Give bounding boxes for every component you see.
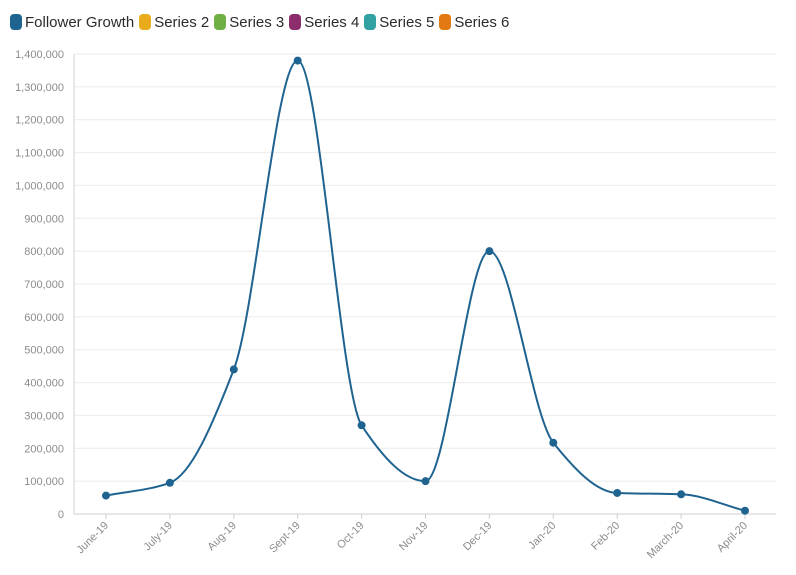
- x-tick-label: June-19: [75, 520, 112, 557]
- x-tick-label: March-20: [645, 520, 686, 561]
- y-tick-label: 100,000: [24, 476, 64, 488]
- legend-item-series-2[interactable]: Series 2: [139, 14, 209, 31]
- legend-swatch-series-4: [289, 14, 302, 30]
- data-point[interactable]: [293, 56, 302, 65]
- y-tick-label: 1,400,000: [15, 49, 64, 61]
- legend-swatch-series-5: [364, 14, 377, 30]
- y-tick-label: 0: [58, 509, 64, 521]
- legend-label-series-2: Series 2: [154, 13, 210, 31]
- x-tick-label: Oct-19: [335, 520, 367, 552]
- legend-item-series-6[interactable]: Series 6: [439, 14, 509, 31]
- x-tick-label: Nov-19: [397, 520, 431, 554]
- x-tick-label: Sept-19: [267, 520, 303, 556]
- data-point[interactable]: [549, 438, 558, 447]
- y-tick-label: 500,000: [24, 345, 64, 357]
- legend-label-follower-growth: Follower Growth: [25, 13, 135, 31]
- data-point[interactable]: [613, 488, 622, 497]
- data-point[interactable]: [485, 247, 494, 256]
- x-tick-label: Jan-20: [526, 520, 558, 552]
- legend-item-follower-growth[interactable]: Follower Growth: [10, 14, 134, 31]
- x-tick-label: April-20: [715, 520, 750, 555]
- data-point[interactable]: [165, 478, 174, 487]
- y-tick-label: 1,100,000: [15, 148, 64, 160]
- x-axis: June-19 July-19 Aug-19 Sept-19 Oct-19 Nov-19 D…: [74, 513, 776, 561]
- legend-swatch-series-6: [439, 14, 452, 30]
- data-point[interactable]: [102, 491, 110, 500]
- y-tick-label: 700,000: [24, 279, 64, 291]
- series-follower-growth: [102, 56, 749, 515]
- chart-legend: Follower Growth Series 2 Series 3 Series…: [10, 10, 514, 34]
- x-tick-label: July-19: [141, 520, 175, 554]
- legend-swatch-series-3: [214, 14, 227, 30]
- legend-label-series-5: Series 5: [379, 13, 435, 31]
- y-tick-label: 600,000: [24, 312, 64, 324]
- data-point[interactable]: [421, 477, 430, 486]
- legend-item-series-4[interactable]: Series 4: [289, 14, 359, 31]
- legend-swatch-series-2: [139, 14, 152, 30]
- legend-label-series-6: Series 6: [454, 13, 510, 31]
- x-tick-label: Aug-19: [205, 520, 239, 554]
- y-tick-label: 1,000,000: [15, 180, 64, 192]
- x-tick-label: Feb-20: [589, 520, 622, 553]
- legend-item-series-5[interactable]: Series 5: [364, 14, 434, 31]
- series-line: [105, 59, 746, 512]
- legend-label-series-3: Series 3: [229, 13, 285, 31]
- y-tick-label: 400,000: [24, 378, 64, 390]
- y-tick-label: 1,300,000: [15, 82, 64, 94]
- data-point[interactable]: [229, 365, 238, 374]
- data-point[interactable]: [741, 506, 749, 515]
- y-tick-label: 300,000: [24, 410, 64, 422]
- data-point[interactable]: [677, 490, 686, 499]
- y-tick-label: 200,000: [24, 443, 64, 455]
- y-tick-label: 900,000: [24, 213, 64, 225]
- x-tick-label: Dec-19: [461, 520, 495, 554]
- legend-label-series-4: Series 4: [304, 13, 360, 31]
- legend-swatch-follower-growth: [10, 14, 22, 30]
- legend-item-series-3[interactable]: Series 3: [214, 14, 284, 31]
- y-tick-label: 800,000: [24, 246, 64, 258]
- data-point[interactable]: [357, 421, 366, 430]
- y-axis: 0 100,000 200,000 300,000 400,000 500,000 600,…: [15, 49, 75, 521]
- y-tick-label: 1,200,000: [15, 115, 64, 127]
- grid-lines: [74, 53, 776, 515]
